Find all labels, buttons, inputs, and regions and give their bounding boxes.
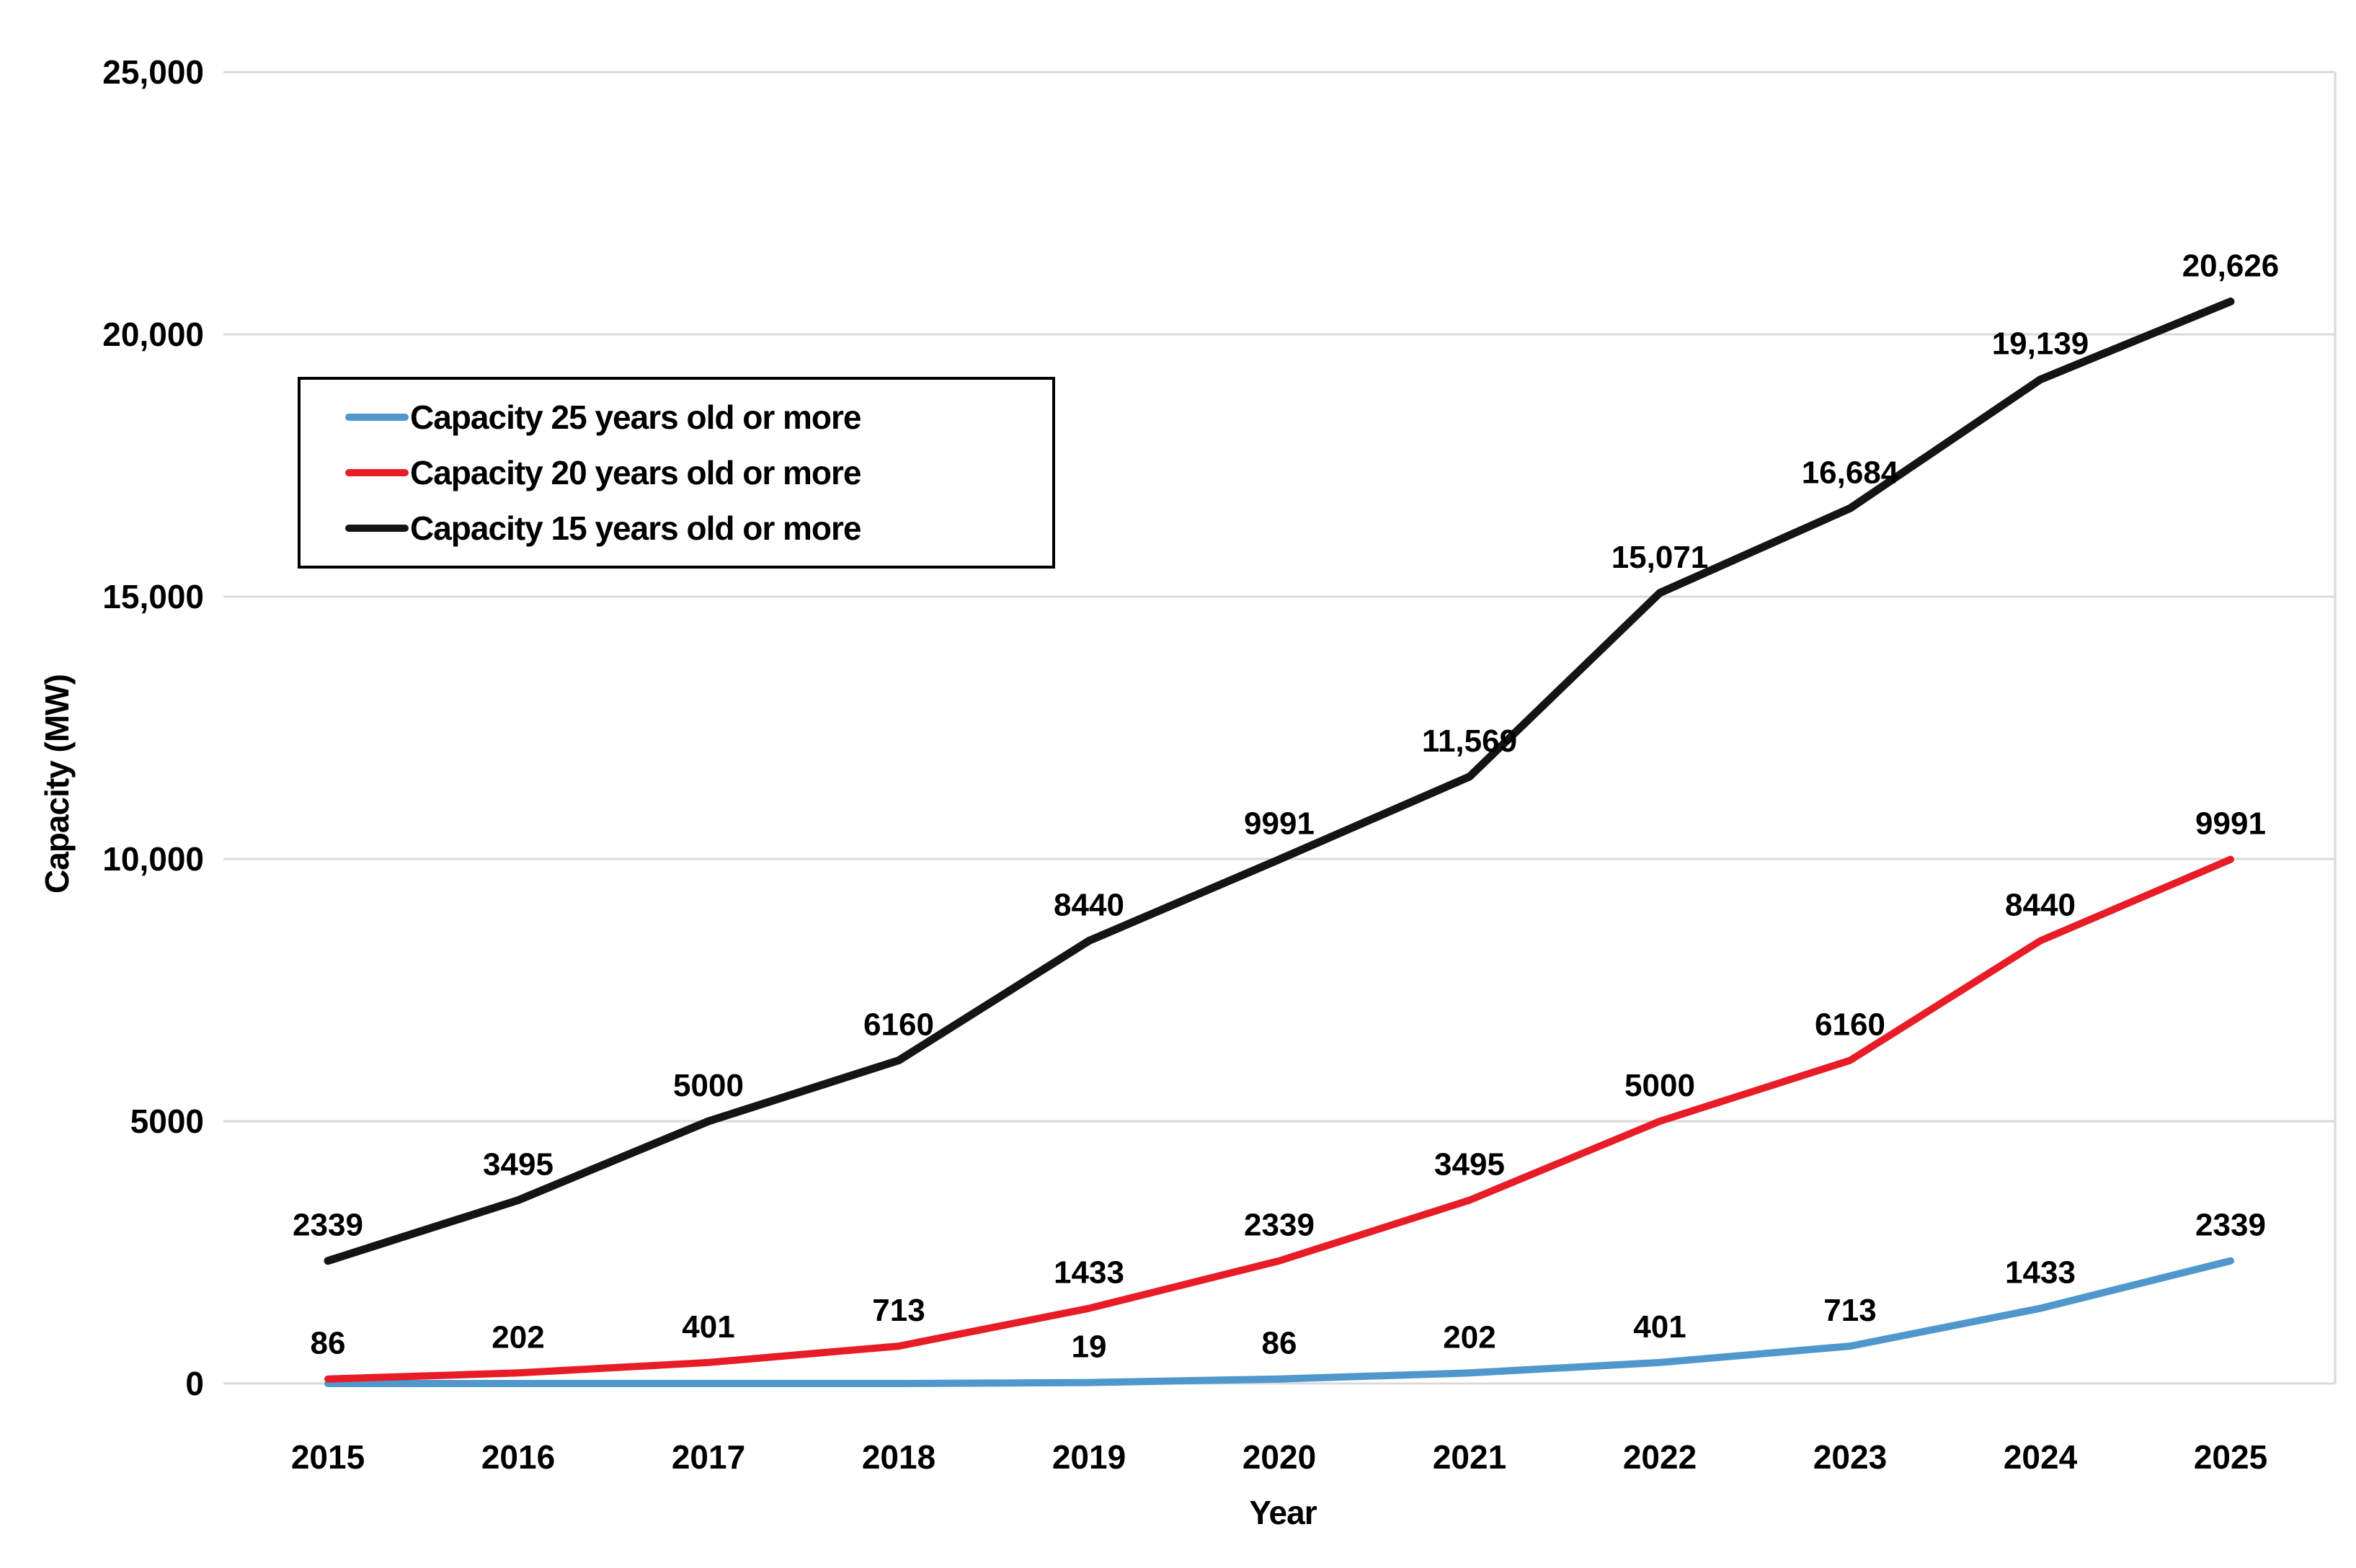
data-label: 8440 (2005, 888, 2076, 923)
y-axis-title: Capacity (MW) (38, 674, 76, 894)
legend-item: Capacity 25 years old or more (345, 398, 1045, 437)
data-label: 16,684 (1802, 455, 1899, 490)
data-label: 15,071 (1612, 540, 1709, 575)
x-tick-label: 2024 (2004, 1438, 2078, 1476)
data-label: 20,626 (2182, 248, 2280, 283)
legend-item-label: Capacity 20 years old or more (410, 453, 862, 491)
x-tick-label: 2021 (1433, 1438, 1506, 1476)
y-tick-label: 5000 (130, 1102, 204, 1140)
x-tick-label: 2023 (1813, 1438, 1887, 1476)
x-tick-label: 2025 (2194, 1438, 2267, 1476)
legend-line-swatch (345, 524, 409, 532)
y-tick-label: 0 (185, 1365, 204, 1402)
y-tick-label: 20,000 (102, 316, 204, 353)
data-label: 19 (1072, 1329, 1107, 1365)
data-label: 19,139 (1992, 326, 2089, 362)
data-label: 6160 (863, 1007, 934, 1043)
x-tick-label: 2020 (1243, 1438, 1316, 1476)
data-label: 713 (1823, 1293, 1876, 1328)
x-tick-label: 2019 (1052, 1438, 1126, 1476)
data-label: 11,569 (1422, 723, 1517, 759)
data-label: 1433 (1054, 1255, 1124, 1291)
data-label: 1433 (2005, 1255, 2076, 1291)
x-axis-title: Year (1249, 1494, 1317, 1531)
data-label: 9991 (2195, 806, 2266, 842)
y-axis-tick-labels: 25,000 20,000 15,000 10,000 5000 0 (102, 53, 204, 1402)
data-label: 2339 (293, 1208, 363, 1243)
data-label: 9991 (1244, 806, 1315, 842)
series-line-2 (324, 297, 2235, 1265)
data-label: 2339 (2195, 1208, 2266, 1243)
y-tick-label: 15,000 (102, 578, 204, 615)
data-label: 3495 (483, 1147, 554, 1182)
legend-line-swatch (345, 468, 409, 476)
data-label: 86 (311, 1326, 346, 1361)
series-line-1 (324, 855, 2234, 1383)
x-tick-label: 2018 (862, 1438, 935, 1476)
data-label: 713 (872, 1293, 925, 1328)
legend-item: Capacity 15 years old or more (345, 509, 1045, 548)
data-label: 202 (1443, 1319, 1495, 1355)
legend-item-label: Capacity 25 years old or more (410, 398, 862, 437)
data-label: 5000 (1624, 1068, 1695, 1103)
y-tick-label: 25,000 (102, 53, 204, 91)
legend: Capacity 25 years old or more Capacity 20… (298, 377, 1055, 569)
x-tick-label: 2015 (291, 1438, 365, 1476)
data-label: 86 (1262, 1326, 1297, 1361)
x-tick-label: 2017 (672, 1438, 745, 1476)
data-label: 6160 (1815, 1007, 1885, 1043)
series-data-labels-1: 86 202 401 713 1433 2339 3495 5000 6160 8440 9991 (311, 806, 2266, 1361)
data-label: 5000 (673, 1068, 744, 1103)
data-label: 401 (1633, 1309, 1686, 1345)
series-data-labels-2: 2339 3495 5000 6160 8440 9991 11,569 15,071 16,6… (293, 248, 2279, 1242)
series-data-labels-0: 19 86 202 401 713 1433 2339 (1072, 1208, 2266, 1365)
x-tick-label: 2016 (481, 1438, 555, 1476)
legend-item-label: Capacity 15 years old or more (410, 509, 862, 547)
x-axis-tick-labels: 2015 2016 2017 2018 2019 2020 2021 2022 2023 2024… (291, 1438, 2267, 1476)
x-tick-label: 2022 (1623, 1438, 1697, 1476)
data-label: 3495 (1434, 1147, 1505, 1182)
data-label: 202 (492, 1319, 544, 1355)
data-label: 401 (682, 1309, 734, 1345)
data-label: 8440 (1054, 888, 1124, 923)
legend-item: Capacity 20 years old or more (345, 453, 1045, 492)
data-label: 2339 (1244, 1208, 1315, 1243)
legend-line-swatch (345, 414, 409, 422)
series-line-0 (324, 1257, 2234, 1387)
y-tick-label: 10,000 (102, 840, 204, 878)
